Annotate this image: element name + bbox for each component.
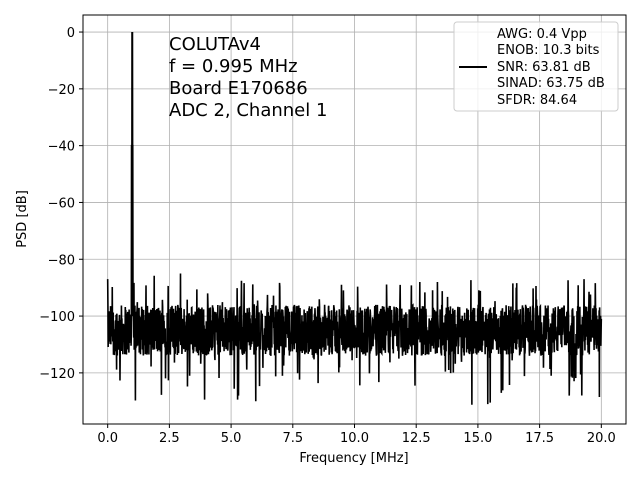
legend-line-1: AWG: 0.4 Vpp xyxy=(497,27,587,42)
x-tick-label: 7.5 xyxy=(282,431,303,446)
series-layer xyxy=(106,32,603,405)
annotation-line-4: ADC 2, Channel 1 xyxy=(169,100,327,121)
x-tick-label: 12.5 xyxy=(402,431,431,446)
y-tick-label: −20 xyxy=(48,83,75,98)
legend-line-3: SNR: 63.81 dB xyxy=(497,60,591,75)
y-tick-label: −100 xyxy=(39,310,75,325)
x-tick-label: 15.0 xyxy=(463,431,492,446)
y-tick-label: −80 xyxy=(48,253,75,268)
y-ticks: 0 −20 −40 −60 −80 −100 −120 xyxy=(39,26,83,382)
legend-box xyxy=(453,21,619,112)
legend: AWG: 0.4 Vpp ENOB: 10.3 bits SNR: 63.81 … xyxy=(453,21,619,112)
y-tick-label: −120 xyxy=(39,367,75,382)
y-axis-label: PSD [dB] xyxy=(15,190,30,248)
x-tick-label: 17.5 xyxy=(525,431,554,446)
x-tick-label: 0.0 xyxy=(97,431,118,446)
annotation-line-1: COLUTAv4 xyxy=(169,34,261,55)
annotation-line-2: f = 0.995 MHz xyxy=(169,56,298,77)
y-tick-label: −40 xyxy=(48,140,75,155)
annotation-block: COLUTAv4 f = 0.995 MHz Board E170686 ADC… xyxy=(169,34,327,121)
x-tick-label: 2.5 xyxy=(159,431,180,446)
y-tick-label: 0 xyxy=(67,26,75,41)
y-tick-label: −60 xyxy=(48,196,75,211)
x-tick-label: 5.0 xyxy=(221,431,242,446)
grid-lines xyxy=(83,15,626,424)
x-ticks: 0.0 2.5 5.0 7.5 10.0 12.5 15.0 17.5 20.0 xyxy=(97,424,616,446)
psd-series-line xyxy=(106,32,603,405)
annotation-line-3: Board E170686 xyxy=(169,78,308,99)
x-tick-label: 10.0 xyxy=(340,431,369,446)
legend-line-5: SFDR: 84.64 xyxy=(497,93,577,108)
legend-line-4: SINAD: 63.75 dB xyxy=(497,76,605,91)
x-tick-label: 20.0 xyxy=(587,431,616,446)
x-axis-label: Frequency [MHz] xyxy=(299,451,408,466)
legend-line-2: ENOB: 10.3 bits xyxy=(497,43,600,58)
